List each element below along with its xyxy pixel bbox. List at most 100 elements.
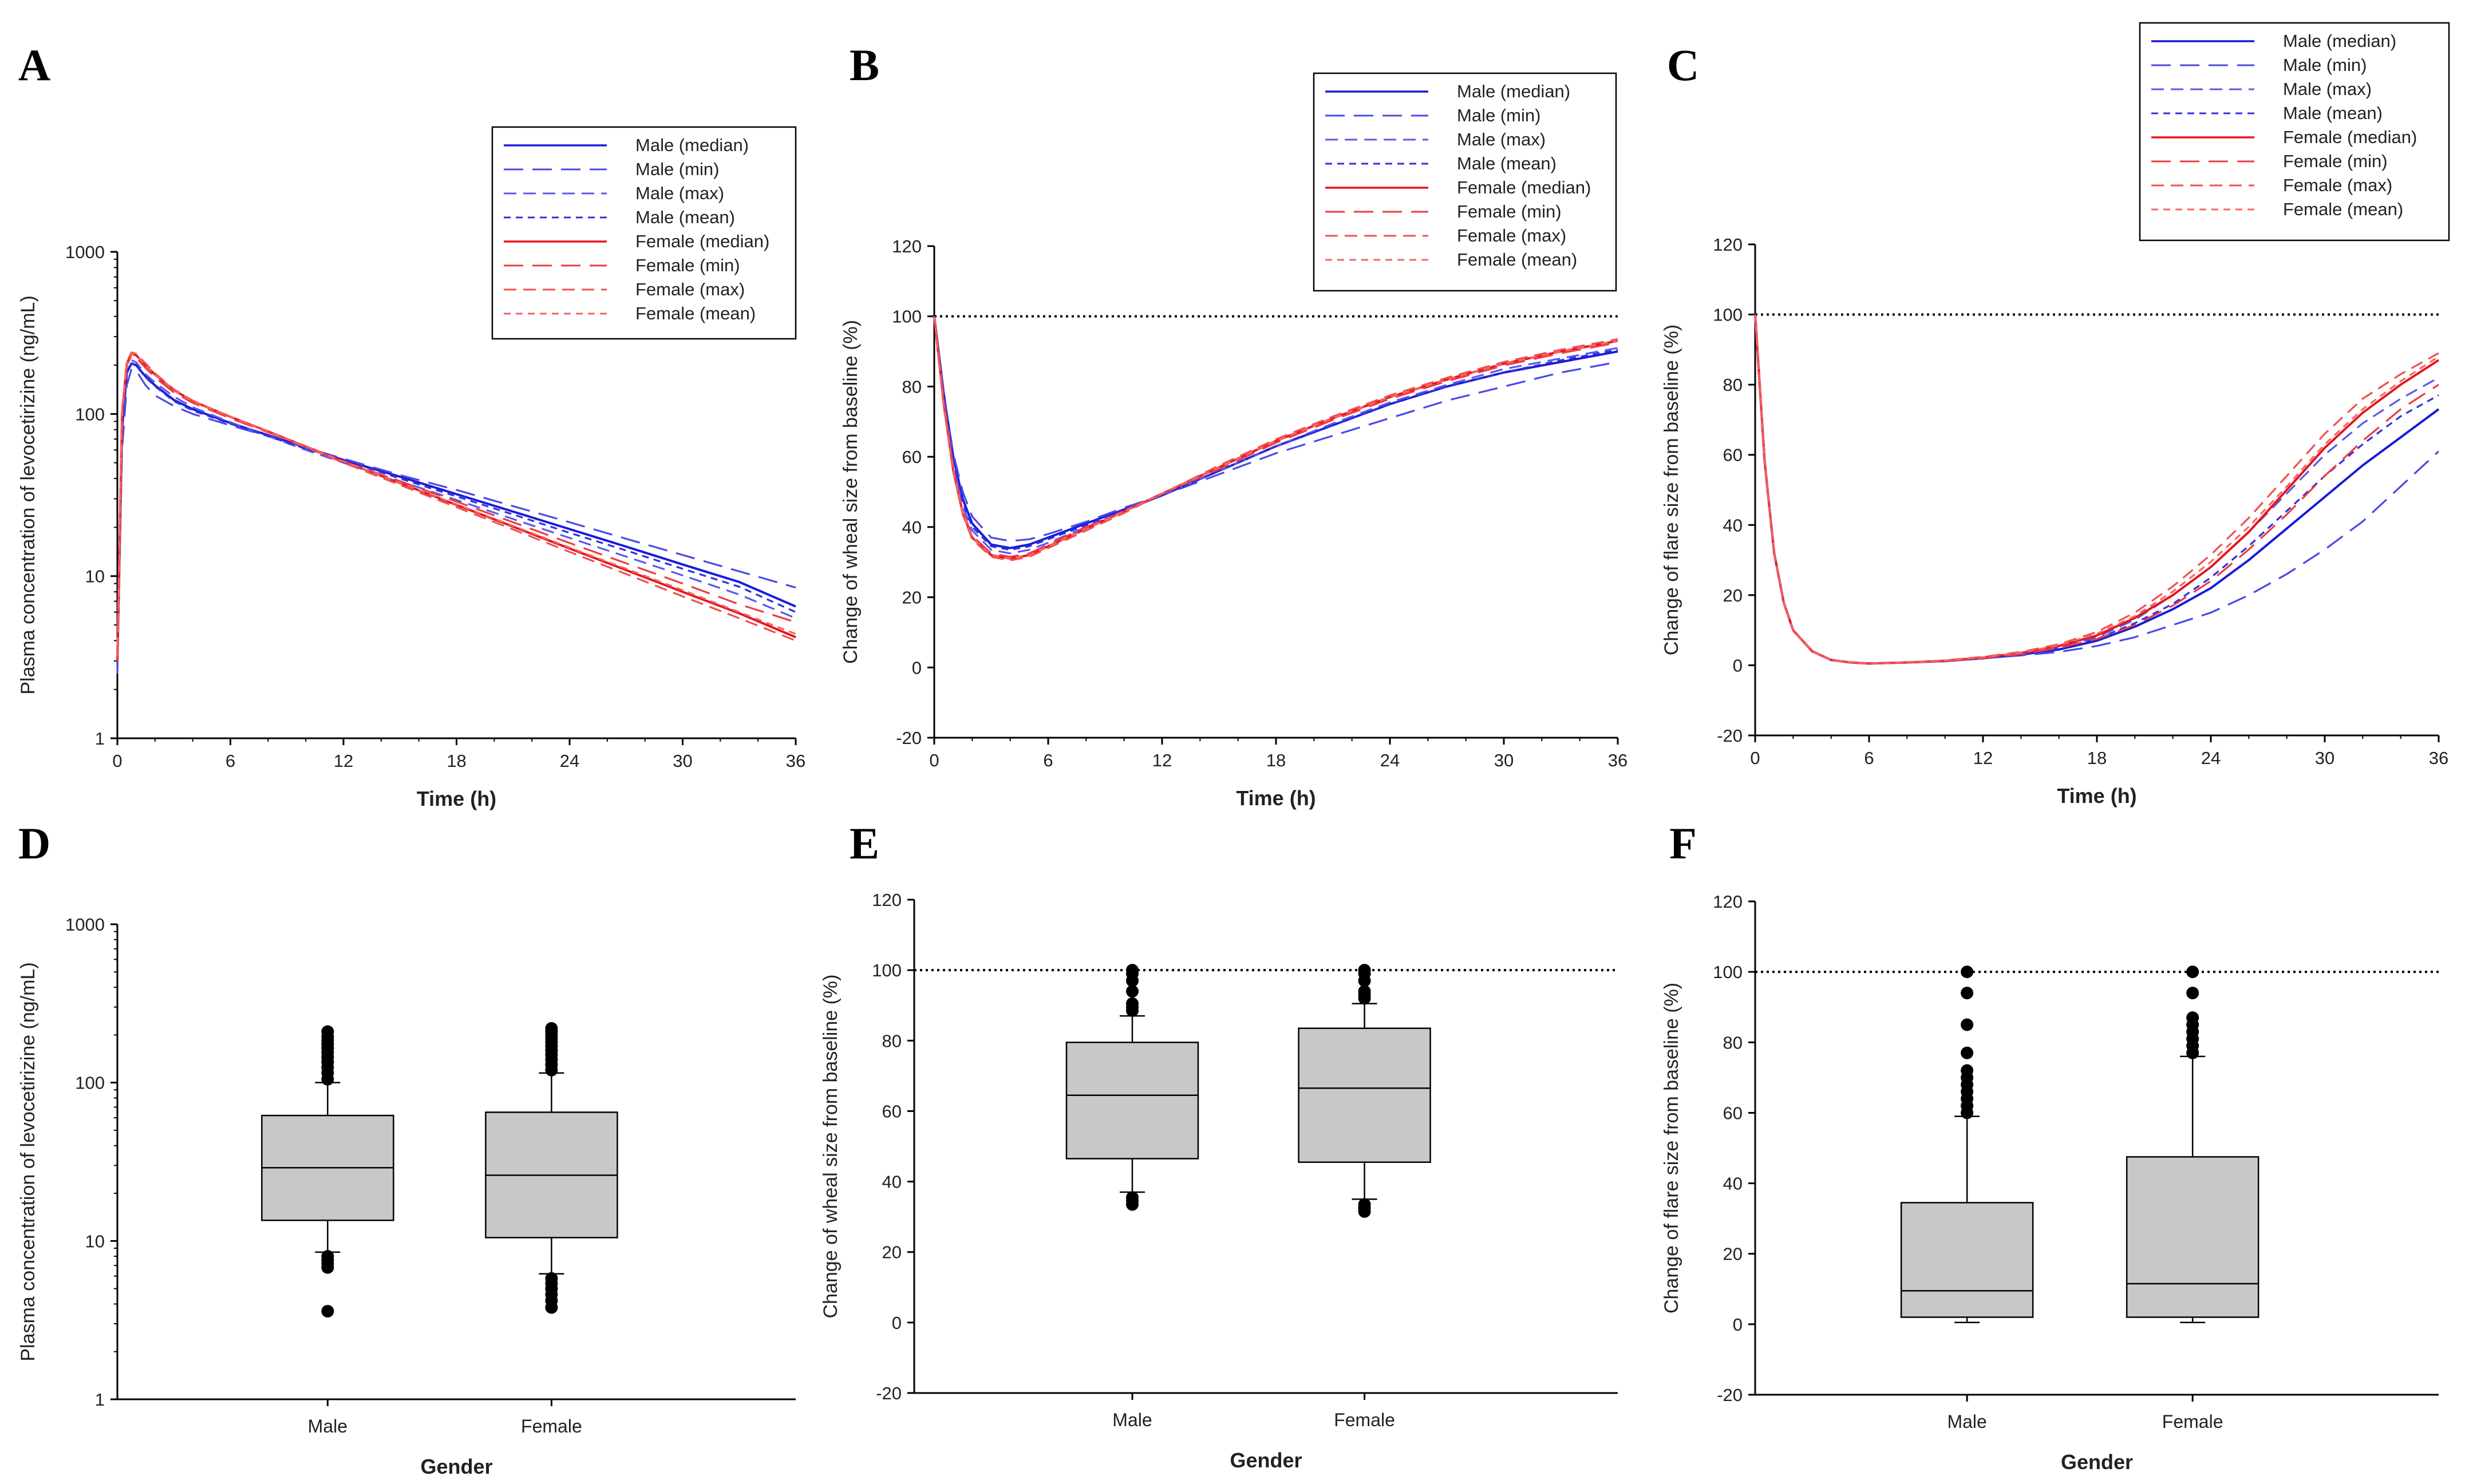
legend-label: Male (max) xyxy=(1457,129,1546,149)
outlier-point xyxy=(1961,965,1974,979)
outlier-point xyxy=(1125,997,1139,1010)
outlier-point xyxy=(1961,1046,1974,1059)
series-line xyxy=(933,316,1618,549)
x-category-label: Female xyxy=(521,1416,582,1436)
x-tick-label: 24 xyxy=(1380,750,1400,770)
legend-label: Female (median) xyxy=(2283,127,2417,147)
series-line xyxy=(1754,314,2439,665)
series-line xyxy=(933,316,1618,558)
panel-a: A 1 10 100 1000 Plasma concentration of levoc… xyxy=(17,40,805,810)
legend-label: Female (max) xyxy=(635,279,745,299)
x-tick-label: 30 xyxy=(673,751,692,771)
legend-label: Female (max) xyxy=(1457,225,1566,246)
legend-label: Female (min) xyxy=(1457,201,1562,221)
legend: Male (median) Male (min) Male (max) Male (m… xyxy=(2139,22,2450,242)
x-axis-title: Gender xyxy=(1230,1449,1302,1472)
x-tick-label: 12 xyxy=(1973,748,1993,768)
legend: Male (median) Male (min) Male (max) Male (m… xyxy=(1313,72,1617,292)
legend-label: Male (max) xyxy=(635,183,724,203)
y-tick-label: 100 xyxy=(75,1073,105,1093)
box-female: Female xyxy=(485,1022,618,1436)
series-line xyxy=(116,351,796,650)
x-axis-title: Gender xyxy=(420,1455,492,1478)
y-tick-label: 20 xyxy=(902,588,922,608)
y-tick-label: 1 xyxy=(95,729,105,749)
y-tick-label: -20 xyxy=(896,728,922,748)
outlier-point xyxy=(321,1250,334,1263)
y-tick-label: 60 xyxy=(902,447,922,467)
y-tick-label: 120 xyxy=(1713,235,1743,255)
legend-label: Female (median) xyxy=(1457,177,1591,197)
series-line xyxy=(1754,314,2439,665)
y-tick-label: 120 xyxy=(1713,892,1743,912)
series-line xyxy=(933,316,1618,543)
y-tick-label: 100 xyxy=(872,960,902,980)
panel-letter: C xyxy=(1667,40,1699,90)
x-tick-label: 30 xyxy=(2315,748,2334,768)
box-rect xyxy=(1065,1042,1199,1160)
series-line xyxy=(1754,314,2440,665)
legend-label: Male (mean) xyxy=(2283,103,2383,123)
legend-label: Female (min) xyxy=(635,255,740,275)
x-axis-title: Time (h) xyxy=(417,787,496,810)
y-tick-label: 10 xyxy=(85,567,105,587)
outlier-point xyxy=(545,1022,558,1035)
x-tick-label: 36 xyxy=(2429,748,2448,768)
legend-label: Male (median) xyxy=(2283,31,2396,51)
box-rect xyxy=(1298,1027,1431,1163)
series-line xyxy=(1754,314,2440,665)
x-tick-label: 18 xyxy=(447,751,466,771)
legend: Male (median) Male (min) Male (max) Male (m… xyxy=(491,126,797,340)
legend-label: Male (min) xyxy=(1457,105,1540,125)
outlier-point xyxy=(321,1305,334,1318)
series-line xyxy=(1754,314,2439,665)
y-tick-label: 1000 xyxy=(65,915,105,935)
box-female: Female xyxy=(2126,965,2259,1432)
y-tick-label: 1000 xyxy=(65,242,105,262)
x-tick-label: 24 xyxy=(560,751,579,771)
x-category-label: Male xyxy=(1112,1410,1152,1430)
legend-label: Male (mean) xyxy=(635,207,735,227)
x-tick-label: 6 xyxy=(226,751,235,771)
y-tick-label: 60 xyxy=(1723,1103,1743,1123)
x-category-label: Male xyxy=(308,1416,347,1436)
legend-label: Male (min) xyxy=(2283,55,2367,75)
y-tick-label: 40 xyxy=(882,1172,902,1192)
legend-box xyxy=(1313,72,1617,292)
panel-letter: B xyxy=(850,40,879,90)
x-category-label: Male xyxy=(1947,1411,1986,1432)
y-tick-label: 80 xyxy=(1723,1032,1743,1052)
x-tick-label: 24 xyxy=(2201,748,2221,768)
y-tick-label: 60 xyxy=(882,1101,902,1121)
legend-label: Female (median) xyxy=(635,231,769,251)
y-tick-label: 20 xyxy=(1723,1244,1743,1264)
outlier-point xyxy=(1961,1018,1974,1031)
box-rect xyxy=(2126,1156,2259,1318)
x-tick-label: 0 xyxy=(1750,748,1760,768)
y-tick-label: 80 xyxy=(882,1031,902,1051)
legend-label: Female (mean) xyxy=(635,303,756,323)
legend-label: Male (min) xyxy=(635,159,719,179)
series-line xyxy=(1754,314,2439,665)
outlier-point xyxy=(1961,1064,1974,1077)
box-male: Male xyxy=(1900,965,2034,1432)
panel-letter: E xyxy=(850,818,879,868)
panel-letter: A xyxy=(18,40,50,90)
y-tick-label: 80 xyxy=(1723,375,1743,395)
y-tick-label: 40 xyxy=(902,517,922,537)
y-axis-title: Change of flare size from baseline (%) xyxy=(1661,324,1682,655)
legend-label: Male (mean) xyxy=(1457,153,1557,173)
x-axis-title: Time (h) xyxy=(1236,786,1316,810)
series-line xyxy=(116,353,796,656)
series-line xyxy=(933,316,1618,560)
x-tick-label: 12 xyxy=(334,751,353,771)
series-line xyxy=(116,362,796,661)
y-tick-label: 20 xyxy=(1723,585,1743,606)
series-line xyxy=(933,316,1618,555)
legend-box xyxy=(2139,22,2450,242)
box-rect xyxy=(1900,1202,2034,1318)
series-line xyxy=(933,316,1618,560)
